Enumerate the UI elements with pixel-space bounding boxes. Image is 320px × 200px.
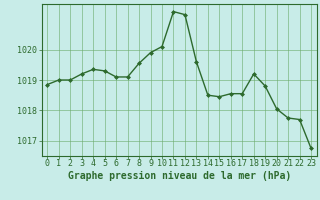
X-axis label: Graphe pression niveau de la mer (hPa): Graphe pression niveau de la mer (hPa): [68, 171, 291, 181]
